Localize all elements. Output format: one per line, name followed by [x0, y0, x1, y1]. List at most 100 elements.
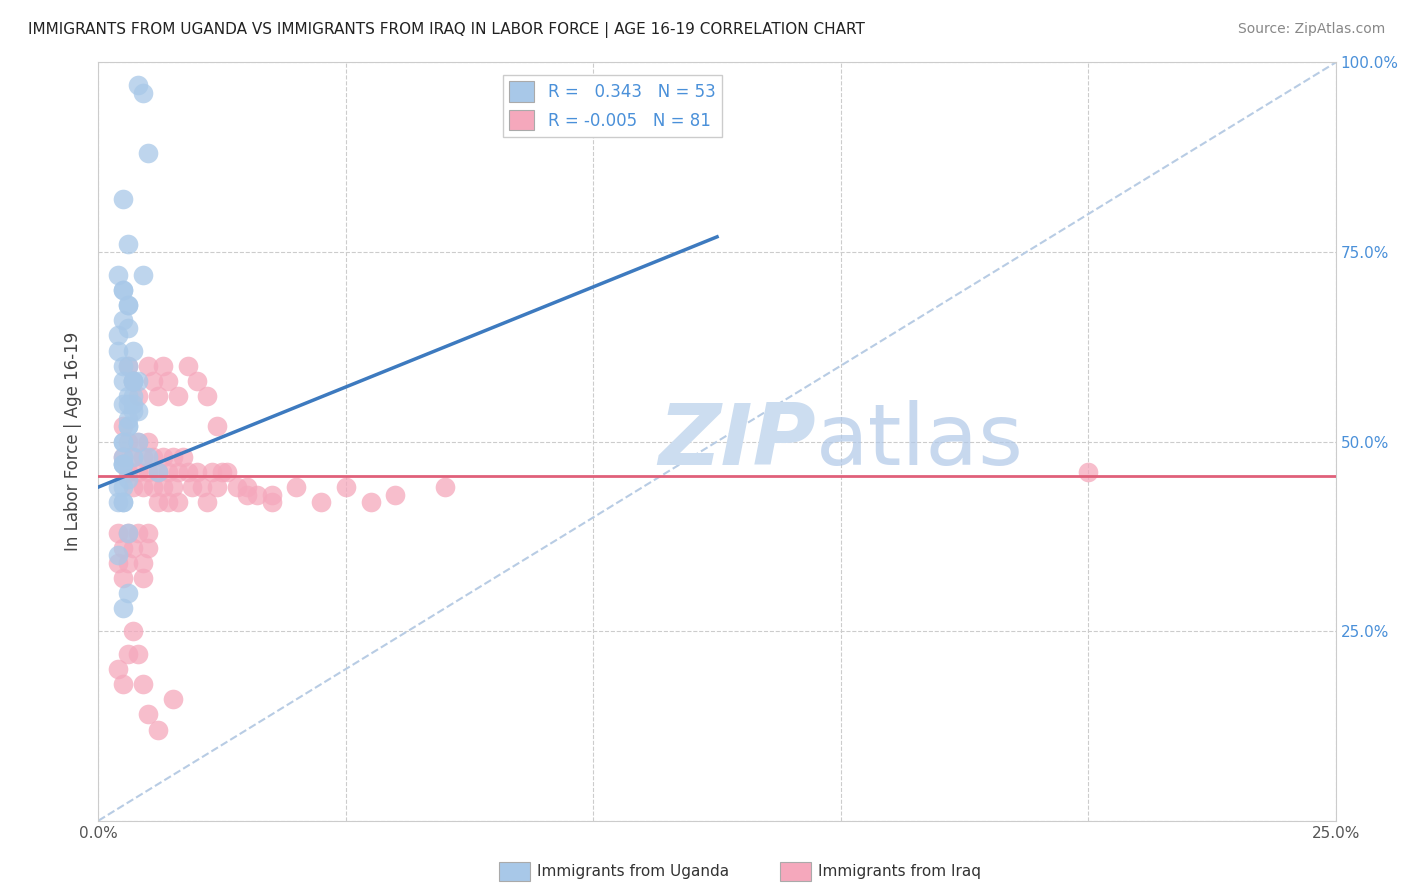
- Point: [236, 487, 259, 501]
- Point: [384, 487, 406, 501]
- Point: [162, 450, 184, 464]
- Point: [127, 525, 149, 540]
- Point: [309, 495, 332, 509]
- Point: [112, 677, 135, 691]
- Point: [112, 192, 135, 206]
- Point: [117, 647, 139, 661]
- Point: [117, 298, 139, 312]
- Point: [146, 465, 169, 479]
- Point: [132, 268, 155, 282]
- Point: [136, 541, 159, 555]
- Point: [156, 374, 179, 388]
- Point: [117, 237, 139, 252]
- Point: [166, 389, 188, 403]
- Point: [117, 556, 139, 570]
- Point: [112, 458, 135, 472]
- Point: [201, 465, 224, 479]
- Point: [136, 525, 159, 540]
- Point: [112, 359, 135, 373]
- Text: IMMIGRANTS FROM UGANDA VS IMMIGRANTS FROM IRAQ IN LABOR FORCE | AGE 16-19 CORREL: IMMIGRANTS FROM UGANDA VS IMMIGRANTS FRO…: [28, 22, 865, 38]
- Point: [176, 465, 198, 479]
- Point: [117, 419, 139, 434]
- Point: [107, 268, 129, 282]
- Point: [166, 465, 188, 479]
- Point: [127, 434, 149, 449]
- Point: [152, 480, 174, 494]
- Point: [156, 495, 179, 509]
- Point: [117, 359, 139, 373]
- Point: [136, 450, 159, 464]
- Point: [142, 450, 165, 464]
- Point: [132, 571, 155, 585]
- Point: [162, 480, 184, 494]
- Point: [107, 495, 129, 509]
- Point: [112, 480, 135, 494]
- Legend: R =   0.343   N = 53, R = -0.005   N = 81: R = 0.343 N = 53, R = -0.005 N = 81: [503, 75, 723, 136]
- Point: [146, 389, 169, 403]
- Point: [205, 419, 228, 434]
- Point: [107, 548, 129, 563]
- Point: [195, 389, 218, 403]
- Point: [433, 480, 456, 494]
- Point: [117, 434, 139, 449]
- Point: [176, 359, 198, 373]
- Point: [132, 450, 155, 464]
- Point: [146, 465, 169, 479]
- Point: [127, 404, 149, 418]
- Point: [112, 601, 135, 615]
- Point: [112, 396, 135, 410]
- Text: Immigrants from Uganda: Immigrants from Uganda: [537, 864, 730, 879]
- Point: [136, 434, 159, 449]
- Point: [142, 374, 165, 388]
- Point: [132, 480, 155, 494]
- Point: [117, 389, 139, 403]
- Point: [132, 677, 155, 691]
- Point: [117, 525, 139, 540]
- Point: [117, 419, 139, 434]
- Text: Immigrants from Iraq: Immigrants from Iraq: [818, 864, 981, 879]
- Point: [1077, 465, 1099, 479]
- Point: [136, 146, 159, 161]
- Point: [117, 396, 139, 410]
- Point: [112, 283, 135, 297]
- Point: [122, 389, 145, 403]
- Point: [136, 707, 159, 722]
- Point: [107, 343, 129, 358]
- Point: [246, 487, 269, 501]
- Point: [260, 487, 283, 501]
- Point: [122, 374, 145, 388]
- Point: [122, 343, 145, 358]
- Point: [117, 525, 139, 540]
- Point: [172, 450, 194, 464]
- Point: [156, 465, 179, 479]
- Point: [146, 495, 169, 509]
- Point: [152, 359, 174, 373]
- Point: [112, 434, 135, 449]
- Point: [112, 283, 135, 297]
- Point: [117, 298, 139, 312]
- Point: [136, 359, 159, 373]
- Point: [211, 465, 233, 479]
- Point: [132, 556, 155, 570]
- Point: [112, 313, 135, 327]
- Point: [122, 450, 145, 464]
- Point: [112, 541, 135, 555]
- Point: [112, 450, 135, 464]
- Point: [107, 662, 129, 676]
- Point: [122, 374, 145, 388]
- Point: [107, 525, 129, 540]
- Point: [122, 396, 145, 410]
- Point: [112, 458, 135, 472]
- Point: [112, 495, 135, 509]
- Point: [107, 556, 129, 570]
- Point: [122, 541, 145, 555]
- Point: [335, 480, 357, 494]
- Point: [107, 480, 129, 494]
- Point: [127, 389, 149, 403]
- Point: [122, 374, 145, 388]
- Point: [117, 465, 139, 479]
- Point: [112, 450, 135, 464]
- Point: [191, 480, 214, 494]
- Y-axis label: In Labor Force | Age 16-19: In Labor Force | Age 16-19: [65, 332, 83, 551]
- Point: [146, 723, 169, 737]
